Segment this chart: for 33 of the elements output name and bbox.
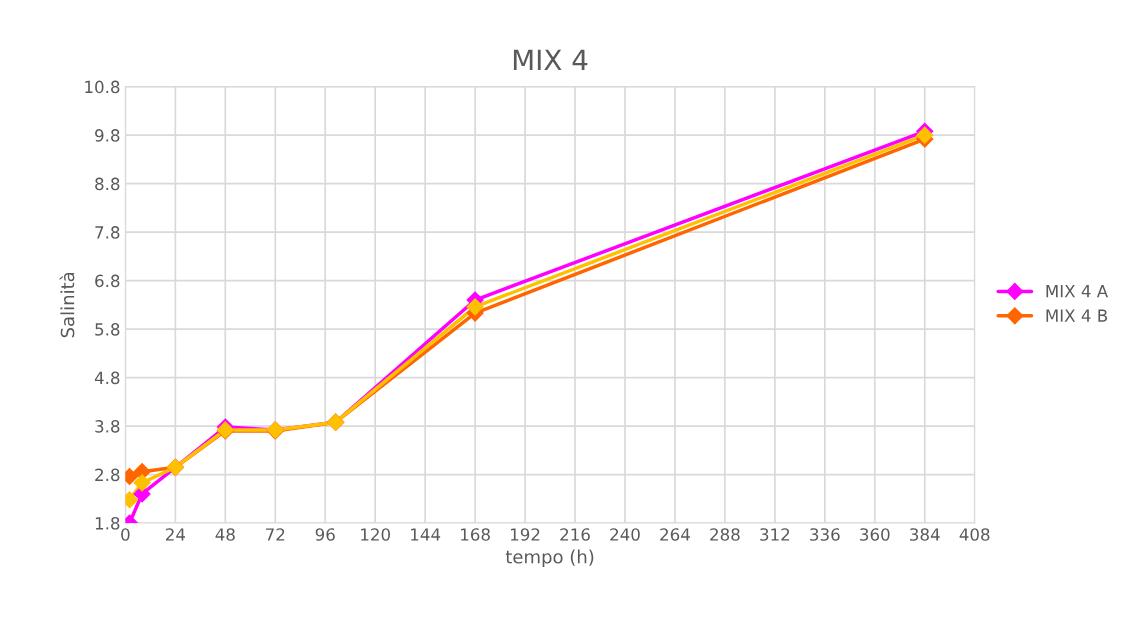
y-tick-label: 1.8 <box>95 517 120 530</box>
x-tick-label: 312 <box>760 528 790 541</box>
y-tick-label: 9.8 <box>95 129 120 142</box>
x-tick-label: 144 <box>411 528 441 541</box>
y-tick-label: 6.8 <box>95 274 120 288</box>
x-tick-label: 384 <box>910 528 940 541</box>
x-tick-label: 336 <box>810 528 840 541</box>
y-tick-label: 3.8 <box>95 420 120 433</box>
x-tick-label: 288 <box>710 528 740 541</box>
x-tick-label: 72 <box>266 528 285 541</box>
x-tick-label: 408 <box>959 528 990 541</box>
y-tick-label: 2.8 <box>95 468 120 482</box>
y-tick-label: 7.8 <box>95 226 120 239</box>
chart-title: MIX 4 <box>513 49 588 70</box>
x-tick-label: 360 <box>860 528 890 541</box>
y-tick-label: 8.8 <box>95 177 120 191</box>
x-tick-label: 48 <box>215 528 235 541</box>
x-tick-label: 240 <box>610 528 640 541</box>
x-tick-label: 168 <box>461 528 490 541</box>
y-tick-label: 4.8 <box>94 371 120 385</box>
y-tick-label: 10.8 <box>85 80 120 94</box>
y-tick-label: 5.8 <box>95 323 120 336</box>
x-axis-title: tempo (h) <box>505 549 594 568</box>
legend-label: MIX 4 A <box>1046 285 1109 298</box>
x-tick-label: 192 <box>511 528 540 541</box>
x-tick-label: 0 <box>121 528 130 541</box>
x-tick-label: 24 <box>165 528 186 541</box>
y-axis-title: Salinità <box>59 272 75 338</box>
x-tick-label: 96 <box>315 528 335 541</box>
x-tick-label: 216 <box>560 528 590 541</box>
x-tick-label: 120 <box>361 528 390 541</box>
x-tick-label: 264 <box>660 528 690 541</box>
legend-label: MIX 4 B <box>1046 309 1108 322</box>
